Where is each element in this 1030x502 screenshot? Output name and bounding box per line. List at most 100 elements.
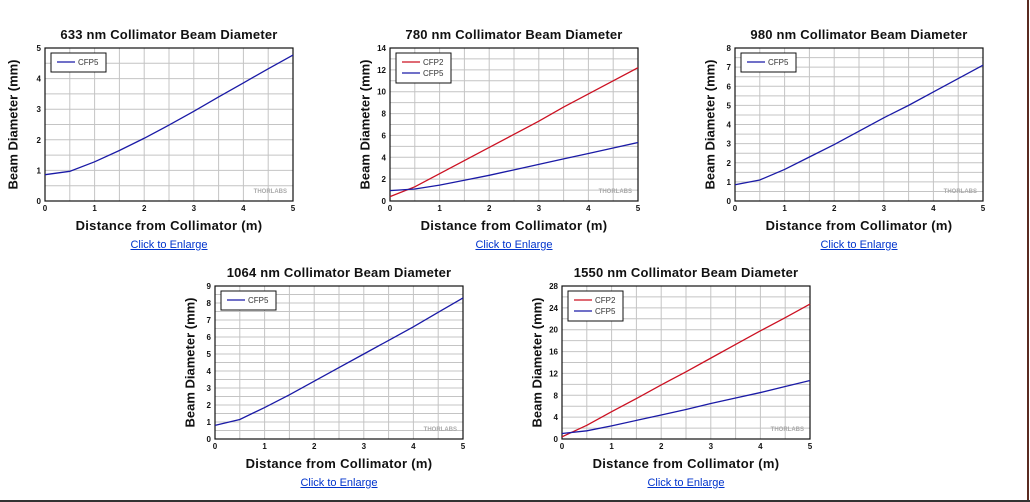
legend-box xyxy=(50,52,107,73)
series-line-cfp5 xyxy=(44,54,294,176)
y-tick-label: 6 xyxy=(727,82,732,91)
x-tick-label: 5 xyxy=(981,204,986,213)
y-tick-label: 2 xyxy=(382,175,387,184)
x-tick-label: 2 xyxy=(487,204,492,213)
chart-title: 1064 nm Collimator Beam Diameter xyxy=(226,265,452,280)
plot-svg: 0 1 2 3 4 5 0 1 2 3 4 5 6 7 8 9 THORLABS CFP5 xyxy=(207,282,466,451)
y-tick-label: 3 xyxy=(727,140,732,149)
series-line-cfp5 xyxy=(214,297,464,427)
y-tick-label: 0 xyxy=(554,435,559,444)
watermark-logo: THORLABS xyxy=(944,189,977,195)
series-line-cfp2 xyxy=(561,303,811,438)
y-tick-label: 28 xyxy=(549,282,558,291)
y-tick-label: 9 xyxy=(207,282,212,291)
x-tick-label: 4 xyxy=(931,204,936,213)
x-axis-label: Distance from Collimator (m) xyxy=(420,218,608,233)
x-tick-label: 2 xyxy=(142,204,147,213)
x-tick-label: 4 xyxy=(758,442,763,451)
click-to-enlarge-link[interactable]: Click to Enlarge xyxy=(130,239,208,251)
x-tick-label: 0 xyxy=(733,204,738,213)
y-tick-label: 4 xyxy=(554,413,559,422)
watermark-logo: THORLABS xyxy=(599,189,632,195)
click-to-enlarge-link[interactable]: Click to Enlarge xyxy=(647,477,725,489)
y-tick-label: 7 xyxy=(727,63,732,72)
chart-3: 1064 nm Collimator Beam Diameter Distance… xyxy=(170,258,500,498)
legend-label: CFP5 xyxy=(768,58,789,67)
series-line-cfp2 xyxy=(389,67,639,198)
x-tick-label: 5 xyxy=(808,442,813,451)
x-tick-label: 2 xyxy=(659,442,664,451)
y-tick-label: 3 xyxy=(37,105,42,114)
x-tick-label: 5 xyxy=(636,204,641,213)
x-tick-label: 3 xyxy=(882,204,887,213)
x-axis-label: Distance from Collimator (m) xyxy=(75,218,263,233)
plot-frame xyxy=(214,285,464,440)
legend: CFP5 xyxy=(50,52,107,73)
y-tick-label: 6 xyxy=(382,131,387,140)
x-tick-label: 1 xyxy=(609,442,614,451)
series-line-cfp5 xyxy=(389,141,639,192)
legend: CFP2 CFP5 xyxy=(567,290,624,322)
y-tick-label: 4 xyxy=(727,121,732,130)
plot-frame xyxy=(44,47,294,202)
y-tick-label: 1 xyxy=(207,418,212,427)
y-tick-label: 16 xyxy=(549,348,558,357)
x-axis-label: Distance from Collimator (m) xyxy=(765,218,953,233)
y-tick-label: 2 xyxy=(37,136,42,145)
plot-svg: 0 1 2 3 4 5 0 1 2 3 4 5 6 7 8 THORLABS CFP5 xyxy=(727,44,986,213)
y-tick-label: 10 xyxy=(377,88,386,97)
watermark-logo: THORLABS xyxy=(771,427,804,433)
x-tick-label: 1 xyxy=(92,204,97,213)
legend-box xyxy=(567,290,624,322)
legend: CFP2 CFP5 xyxy=(395,52,452,84)
y-tick-label: 2 xyxy=(727,159,732,168)
y-tick-label: 2 xyxy=(207,401,212,410)
y-tick-label: 5 xyxy=(727,101,732,110)
legend: CFP5 xyxy=(220,290,277,311)
x-tick-label: 1 xyxy=(437,204,442,213)
plot-frame xyxy=(561,285,811,440)
legend-label: CFP5 xyxy=(595,307,616,316)
legend-box xyxy=(395,52,452,84)
y-tick-label: 0 xyxy=(207,435,212,444)
y-tick-label: 0 xyxy=(727,197,732,206)
legend-label: CFP5 xyxy=(248,296,269,305)
click-to-enlarge-link[interactable]: Click to Enlarge xyxy=(300,477,378,489)
y-tick-label: 3 xyxy=(207,384,212,393)
legend: CFP5 xyxy=(740,52,797,73)
x-tick-label: 4 xyxy=(411,442,416,451)
legend-box xyxy=(740,52,797,73)
x-tick-label: 4 xyxy=(241,204,246,213)
chart-title: 1550 nm Collimator Beam Diameter xyxy=(573,265,799,280)
y-tick-label: 4 xyxy=(382,153,387,162)
y-tick-label: 4 xyxy=(207,367,212,376)
y-tick-label: 8 xyxy=(382,110,387,119)
legend-label: CFP5 xyxy=(423,69,444,78)
legend-label: CFP2 xyxy=(595,296,616,305)
y-tick-label: 8 xyxy=(207,299,212,308)
legend-label: CFP5 xyxy=(78,58,99,67)
watermark-logo: THORLABS xyxy=(424,427,457,433)
chart-0: 633 nm Collimator Beam Diameter Distance … xyxy=(0,20,330,260)
bottom-border xyxy=(0,500,1030,502)
x-tick-label: 2 xyxy=(832,204,837,213)
right-border xyxy=(1027,0,1029,502)
plot-frame xyxy=(734,47,984,202)
x-axis-label: Distance from Collimator (m) xyxy=(245,456,433,471)
x-tick-label: 1 xyxy=(782,204,787,213)
chart-4: 1550 nm Collimator Beam Diameter Distance… xyxy=(517,258,847,498)
click-to-enlarge-link[interactable]: Click to Enlarge xyxy=(475,239,553,251)
click-to-enlarge-link[interactable]: Click to Enlarge xyxy=(820,239,898,251)
plot-svg: 0 1 2 3 4 5 0 1 2 3 4 5 THORLABS CFP5 xyxy=(37,44,296,213)
legend-box xyxy=(220,290,277,311)
x-tick-label: 3 xyxy=(709,442,714,451)
y-tick-label: 8 xyxy=(554,391,559,400)
series-line-cfp5 xyxy=(561,379,811,435)
x-tick-label: 1 xyxy=(262,442,267,451)
x-tick-label: 5 xyxy=(461,442,466,451)
y-tick-label: 1 xyxy=(37,166,42,175)
x-tick-label: 0 xyxy=(213,442,218,451)
chart-title: 633 nm Collimator Beam Diameter xyxy=(60,27,278,42)
